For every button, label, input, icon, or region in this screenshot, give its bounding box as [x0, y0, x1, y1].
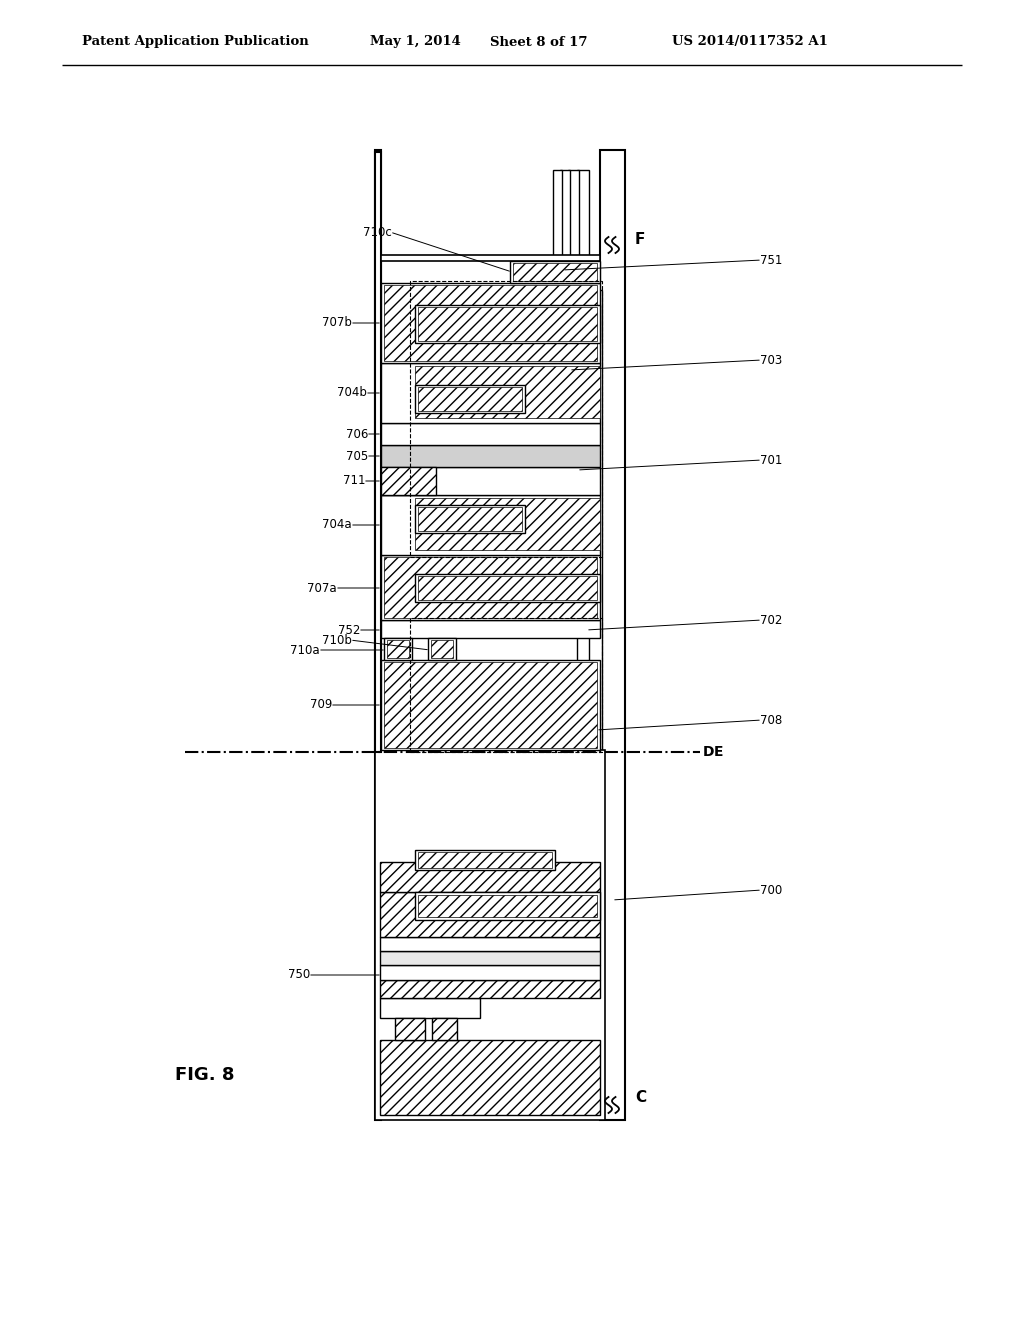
Bar [415, 385, 525, 413]
Bar [380, 862, 600, 892]
Bar [381, 660, 600, 750]
Bar [384, 638, 412, 660]
Bar [380, 937, 600, 950]
Text: May 1, 2014: May 1, 2014 [370, 36, 461, 49]
Bar [415, 498, 600, 550]
Text: E: E [714, 744, 724, 759]
Bar [418, 895, 597, 917]
Text: 705: 705 [346, 450, 368, 462]
Bar [577, 170, 589, 840]
Bar [381, 495, 600, 554]
Text: Sheet 8 of 17: Sheet 8 of 17 [490, 36, 588, 49]
Text: 710b: 710b [323, 634, 352, 647]
Bar [384, 663, 597, 748]
Bar [381, 620, 600, 638]
Bar [380, 979, 600, 998]
Bar [432, 1018, 457, 1040]
Bar [387, 640, 409, 657]
Bar [415, 850, 555, 870]
Bar [600, 150, 625, 1119]
Bar [431, 640, 453, 657]
Bar [381, 467, 436, 495]
Text: 702: 702 [760, 614, 782, 627]
Bar [380, 950, 600, 965]
Bar [415, 892, 600, 920]
Bar [553, 170, 562, 370]
Text: 706: 706 [346, 428, 368, 441]
Bar [513, 263, 597, 281]
Bar [415, 574, 600, 602]
Bar [384, 285, 597, 360]
Text: 700: 700 [760, 883, 782, 896]
Bar [381, 467, 600, 495]
Bar [375, 152, 381, 752]
Text: 750: 750 [288, 969, 310, 982]
Bar [418, 387, 522, 411]
Text: 709: 709 [309, 698, 332, 711]
Bar [381, 282, 600, 363]
Text: 752: 752 [338, 623, 360, 636]
Text: F: F [635, 232, 645, 248]
Bar [381, 363, 600, 422]
Text: 704b: 704b [337, 387, 367, 400]
Bar [380, 998, 480, 1018]
Bar [381, 554, 600, 620]
Text: 708: 708 [760, 714, 782, 726]
Text: 707b: 707b [323, 317, 352, 330]
Text: 711: 711 [342, 474, 365, 487]
Bar [375, 750, 605, 1119]
Bar [410, 281, 602, 557]
Bar [415, 506, 525, 533]
Text: C: C [635, 1090, 646, 1106]
Bar [510, 261, 600, 282]
Bar [381, 255, 600, 261]
Bar [381, 445, 600, 467]
Text: 701: 701 [760, 454, 782, 466]
Bar [428, 638, 456, 660]
Bar [381, 422, 600, 445]
Bar [380, 1040, 600, 1115]
Bar [375, 150, 381, 1119]
Bar [384, 557, 597, 618]
Bar [560, 170, 570, 520]
Text: FIG. 8: FIG. 8 [175, 1067, 234, 1084]
Bar [380, 965, 600, 979]
Bar [418, 576, 597, 601]
Bar [568, 170, 579, 601]
Text: 704a: 704a [323, 519, 352, 532]
Bar [418, 851, 552, 869]
Text: Patent Application Publication: Patent Application Publication [82, 36, 309, 49]
Bar [410, 618, 602, 752]
Text: 751: 751 [760, 253, 782, 267]
Bar [415, 305, 600, 343]
Text: D: D [703, 744, 715, 759]
Bar [415, 366, 600, 418]
Bar [418, 308, 597, 341]
Bar [395, 1018, 425, 1040]
Bar [587, 290, 602, 970]
Bar [380, 892, 600, 937]
Text: 703: 703 [760, 354, 782, 367]
Text: US 2014/0117352 A1: US 2014/0117352 A1 [672, 36, 827, 49]
Text: 707a: 707a [307, 582, 337, 594]
Bar [418, 507, 522, 531]
Text: 710a: 710a [291, 644, 319, 656]
Text: 710c: 710c [364, 226, 392, 239]
